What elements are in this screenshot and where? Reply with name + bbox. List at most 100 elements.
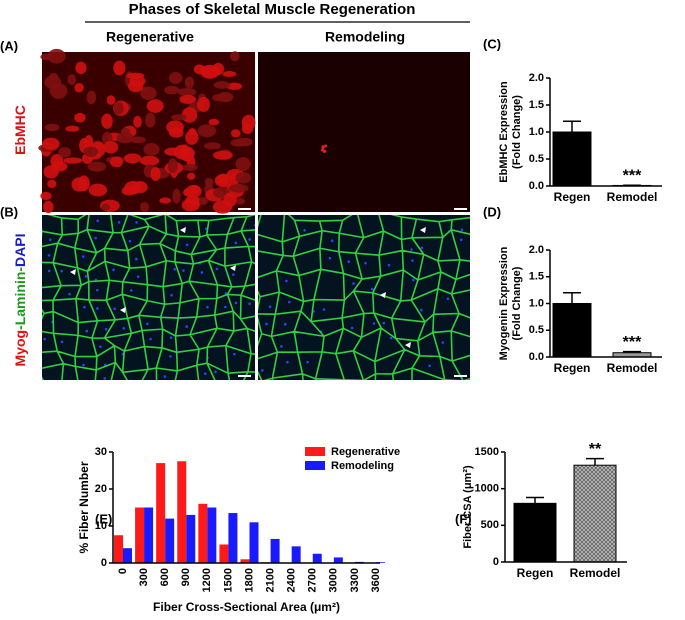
laminin — [258, 215, 470, 380]
column-title: Remodeling — [325, 29, 405, 45]
y-tick-label: 1000 — [475, 483, 499, 495]
y-axis-label-line: Fiber CSA (μm²) — [462, 465, 474, 549]
fiber — [235, 171, 252, 184]
nucleus — [128, 239, 132, 243]
nucleus — [248, 302, 251, 306]
fiber — [164, 147, 182, 156]
nucleus — [149, 337, 152, 341]
x-tick-label: 1200 — [201, 568, 213, 592]
fiber — [172, 188, 181, 204]
bar — [144, 507, 154, 563]
nucleus — [286, 360, 289, 364]
panel-label: (B) — [0, 204, 18, 219]
micrographs — [38, 48, 491, 411]
nucleus — [411, 259, 414, 262]
fiber — [226, 82, 243, 91]
figure-title: Phases of Skeletal Muscle Regeneration — [129, 1, 416, 18]
nucleus — [47, 269, 51, 273]
bar — [186, 514, 196, 563]
nucleus — [185, 325, 188, 328]
fiber — [229, 51, 240, 62]
fiber — [222, 70, 237, 78]
y-tick-label: 500 — [481, 519, 499, 531]
fiber — [197, 96, 210, 112]
nucleus — [370, 287, 374, 291]
fiber — [179, 144, 190, 160]
fiber — [185, 184, 202, 198]
nucleus — [268, 305, 272, 309]
nucleus — [330, 239, 334, 243]
fiber — [63, 157, 83, 164]
nucleus — [84, 275, 88, 278]
nucleus — [255, 379, 258, 382]
stain-part: DAPI — [12, 233, 28, 266]
fiber — [47, 179, 57, 188]
x-tick-label: 1500 — [222, 568, 234, 592]
nucleus — [234, 301, 238, 305]
annotation: *** — [623, 167, 642, 184]
nucleus — [47, 254, 51, 257]
fiber — [320, 148, 324, 152]
x-tick-label: 3300 — [349, 568, 361, 592]
bar — [270, 538, 280, 563]
fiber — [212, 62, 225, 76]
nucleus — [387, 263, 391, 267]
fiber — [181, 198, 200, 212]
fiber — [181, 107, 198, 123]
fiber — [159, 197, 172, 204]
fiber — [229, 183, 249, 193]
nucleus — [488, 297, 491, 300]
nucleus — [372, 389, 375, 392]
bar — [123, 548, 132, 563]
fiber — [113, 60, 126, 76]
x-axis-label: Fiber Cross-Sectional Area (μm²) — [153, 600, 340, 614]
cell-mesh — [258, 215, 491, 411]
micrograph — [42, 215, 255, 380]
x-tick-label: 0 — [117, 568, 129, 574]
fiber — [143, 142, 160, 156]
stain-part: -Laminin- — [12, 267, 28, 330]
y-tick-label: 20 — [95, 483, 107, 495]
y-tick-label: 1500 — [475, 446, 499, 458]
fiber — [187, 172, 196, 180]
fiber — [241, 122, 254, 135]
nucleus — [224, 305, 227, 309]
y-tick-label: 0.0 — [529, 351, 544, 363]
fiber — [106, 95, 116, 105]
y-tick-label: 1.5 — [529, 99, 544, 111]
fiber — [77, 175, 90, 192]
y-axis-label: EbMHC Expression(Fold Change) — [498, 81, 523, 183]
nucleus — [104, 327, 108, 331]
fiber — [185, 130, 199, 145]
fiber — [83, 146, 99, 157]
x-tick-label: 3600 — [370, 568, 382, 592]
nucleus — [449, 401, 452, 404]
nucleus — [182, 391, 185, 394]
nucleus — [480, 408, 483, 411]
bar — [207, 507, 217, 563]
bar — [228, 513, 238, 563]
nucleus — [459, 238, 463, 242]
y-axis-label: % Fiber Number — [77, 461, 91, 553]
fiber — [101, 203, 110, 211]
fiber — [87, 161, 107, 172]
arrowhead — [70, 269, 76, 275]
stain-label: EbMHC — [12, 105, 28, 155]
fiber — [168, 127, 184, 138]
legend-swatch — [305, 461, 325, 470]
fiber — [167, 158, 178, 174]
nucleus — [68, 395, 71, 398]
bar — [219, 544, 229, 563]
fiber — [164, 85, 180, 95]
arrowhead — [420, 227, 426, 233]
fiber — [65, 125, 80, 132]
nucleus — [130, 379, 133, 380]
y-axis-label-line: Myogenin Expression — [498, 246, 510, 360]
y-tick-label: 0.5 — [529, 153, 544, 165]
y-axis-label: Myogenin Expression(Fold Change) — [498, 246, 523, 360]
fiber — [204, 177, 214, 187]
nucleus — [82, 363, 85, 367]
nucleus — [401, 383, 404, 386]
nucleus — [117, 221, 121, 224]
fiber — [321, 146, 325, 150]
